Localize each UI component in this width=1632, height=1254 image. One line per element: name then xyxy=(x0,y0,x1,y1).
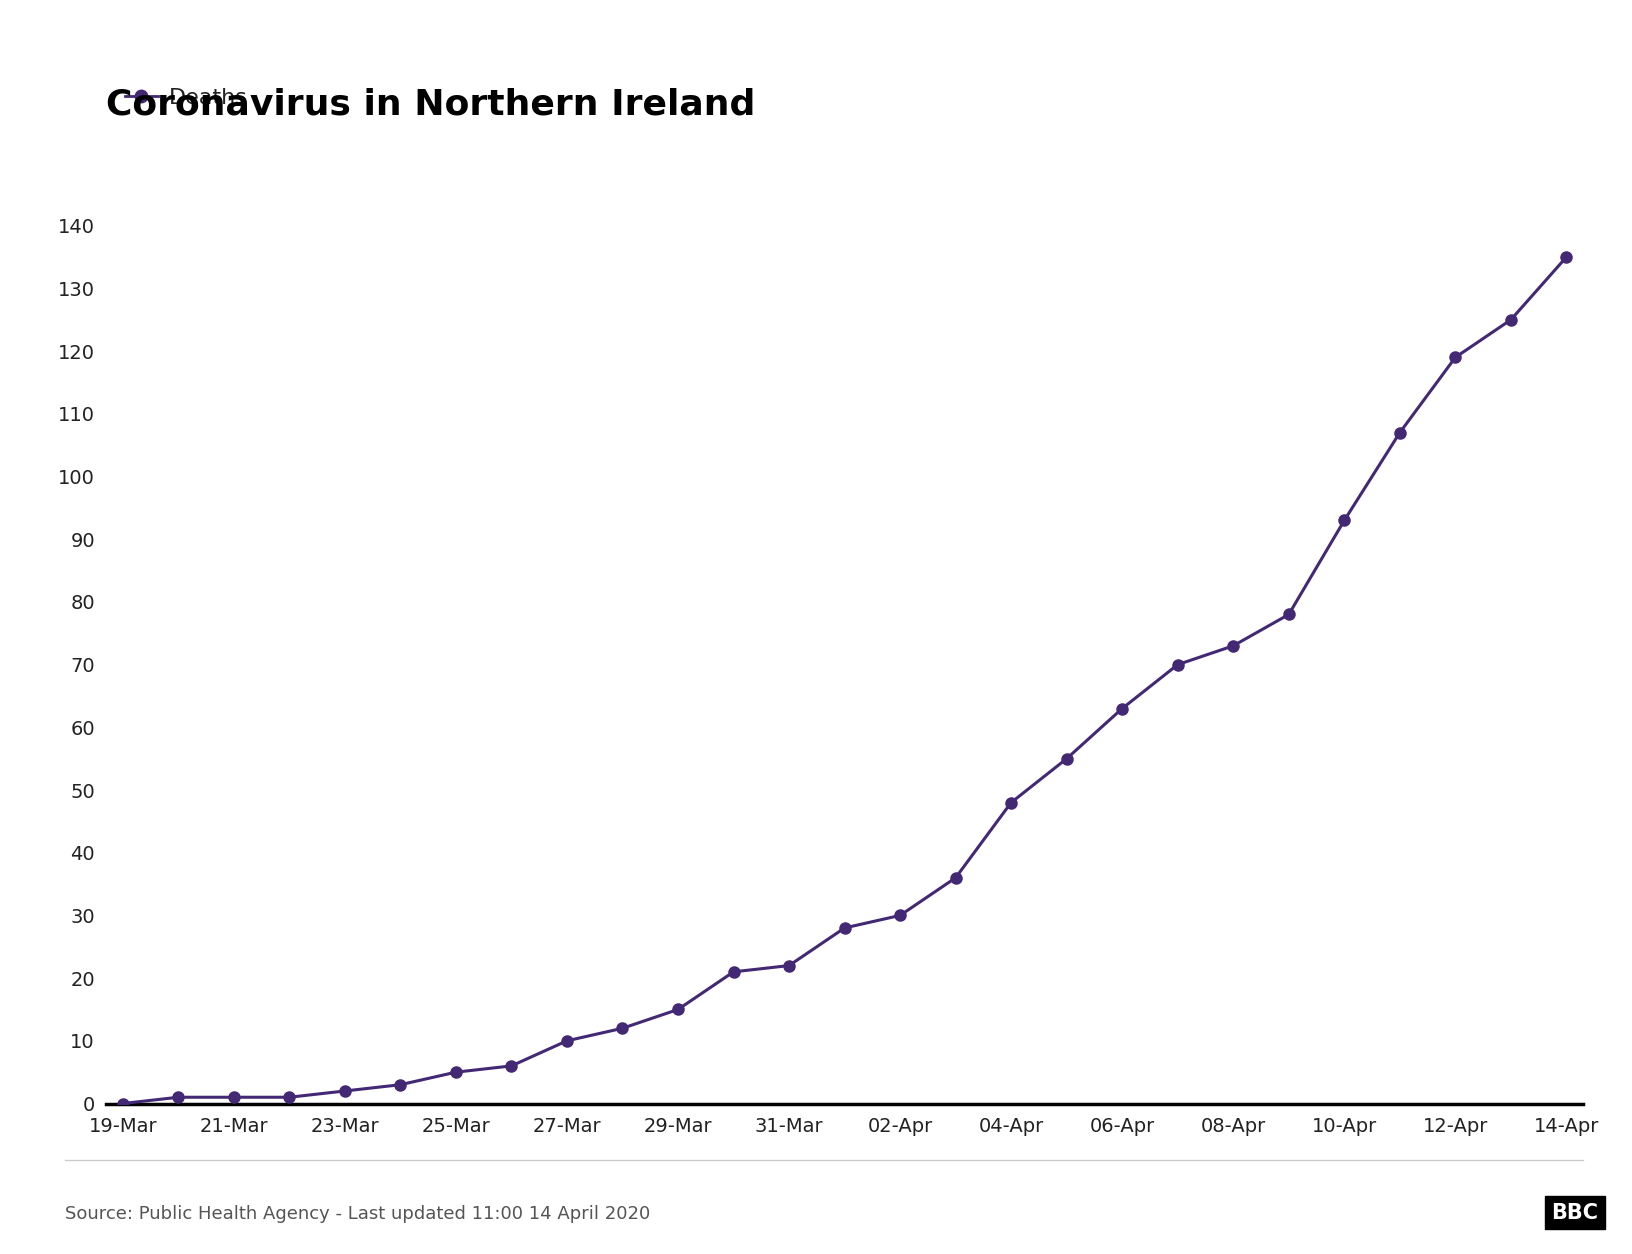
Legend: Deaths: Deaths xyxy=(116,79,256,117)
Text: Source: Public Health Agency - Last updated 11:00 14 April 2020: Source: Public Health Agency - Last upda… xyxy=(65,1205,651,1223)
Text: BBC: BBC xyxy=(1552,1203,1598,1223)
Text: Coronavirus in Northern Ireland: Coronavirus in Northern Ireland xyxy=(106,88,756,122)
